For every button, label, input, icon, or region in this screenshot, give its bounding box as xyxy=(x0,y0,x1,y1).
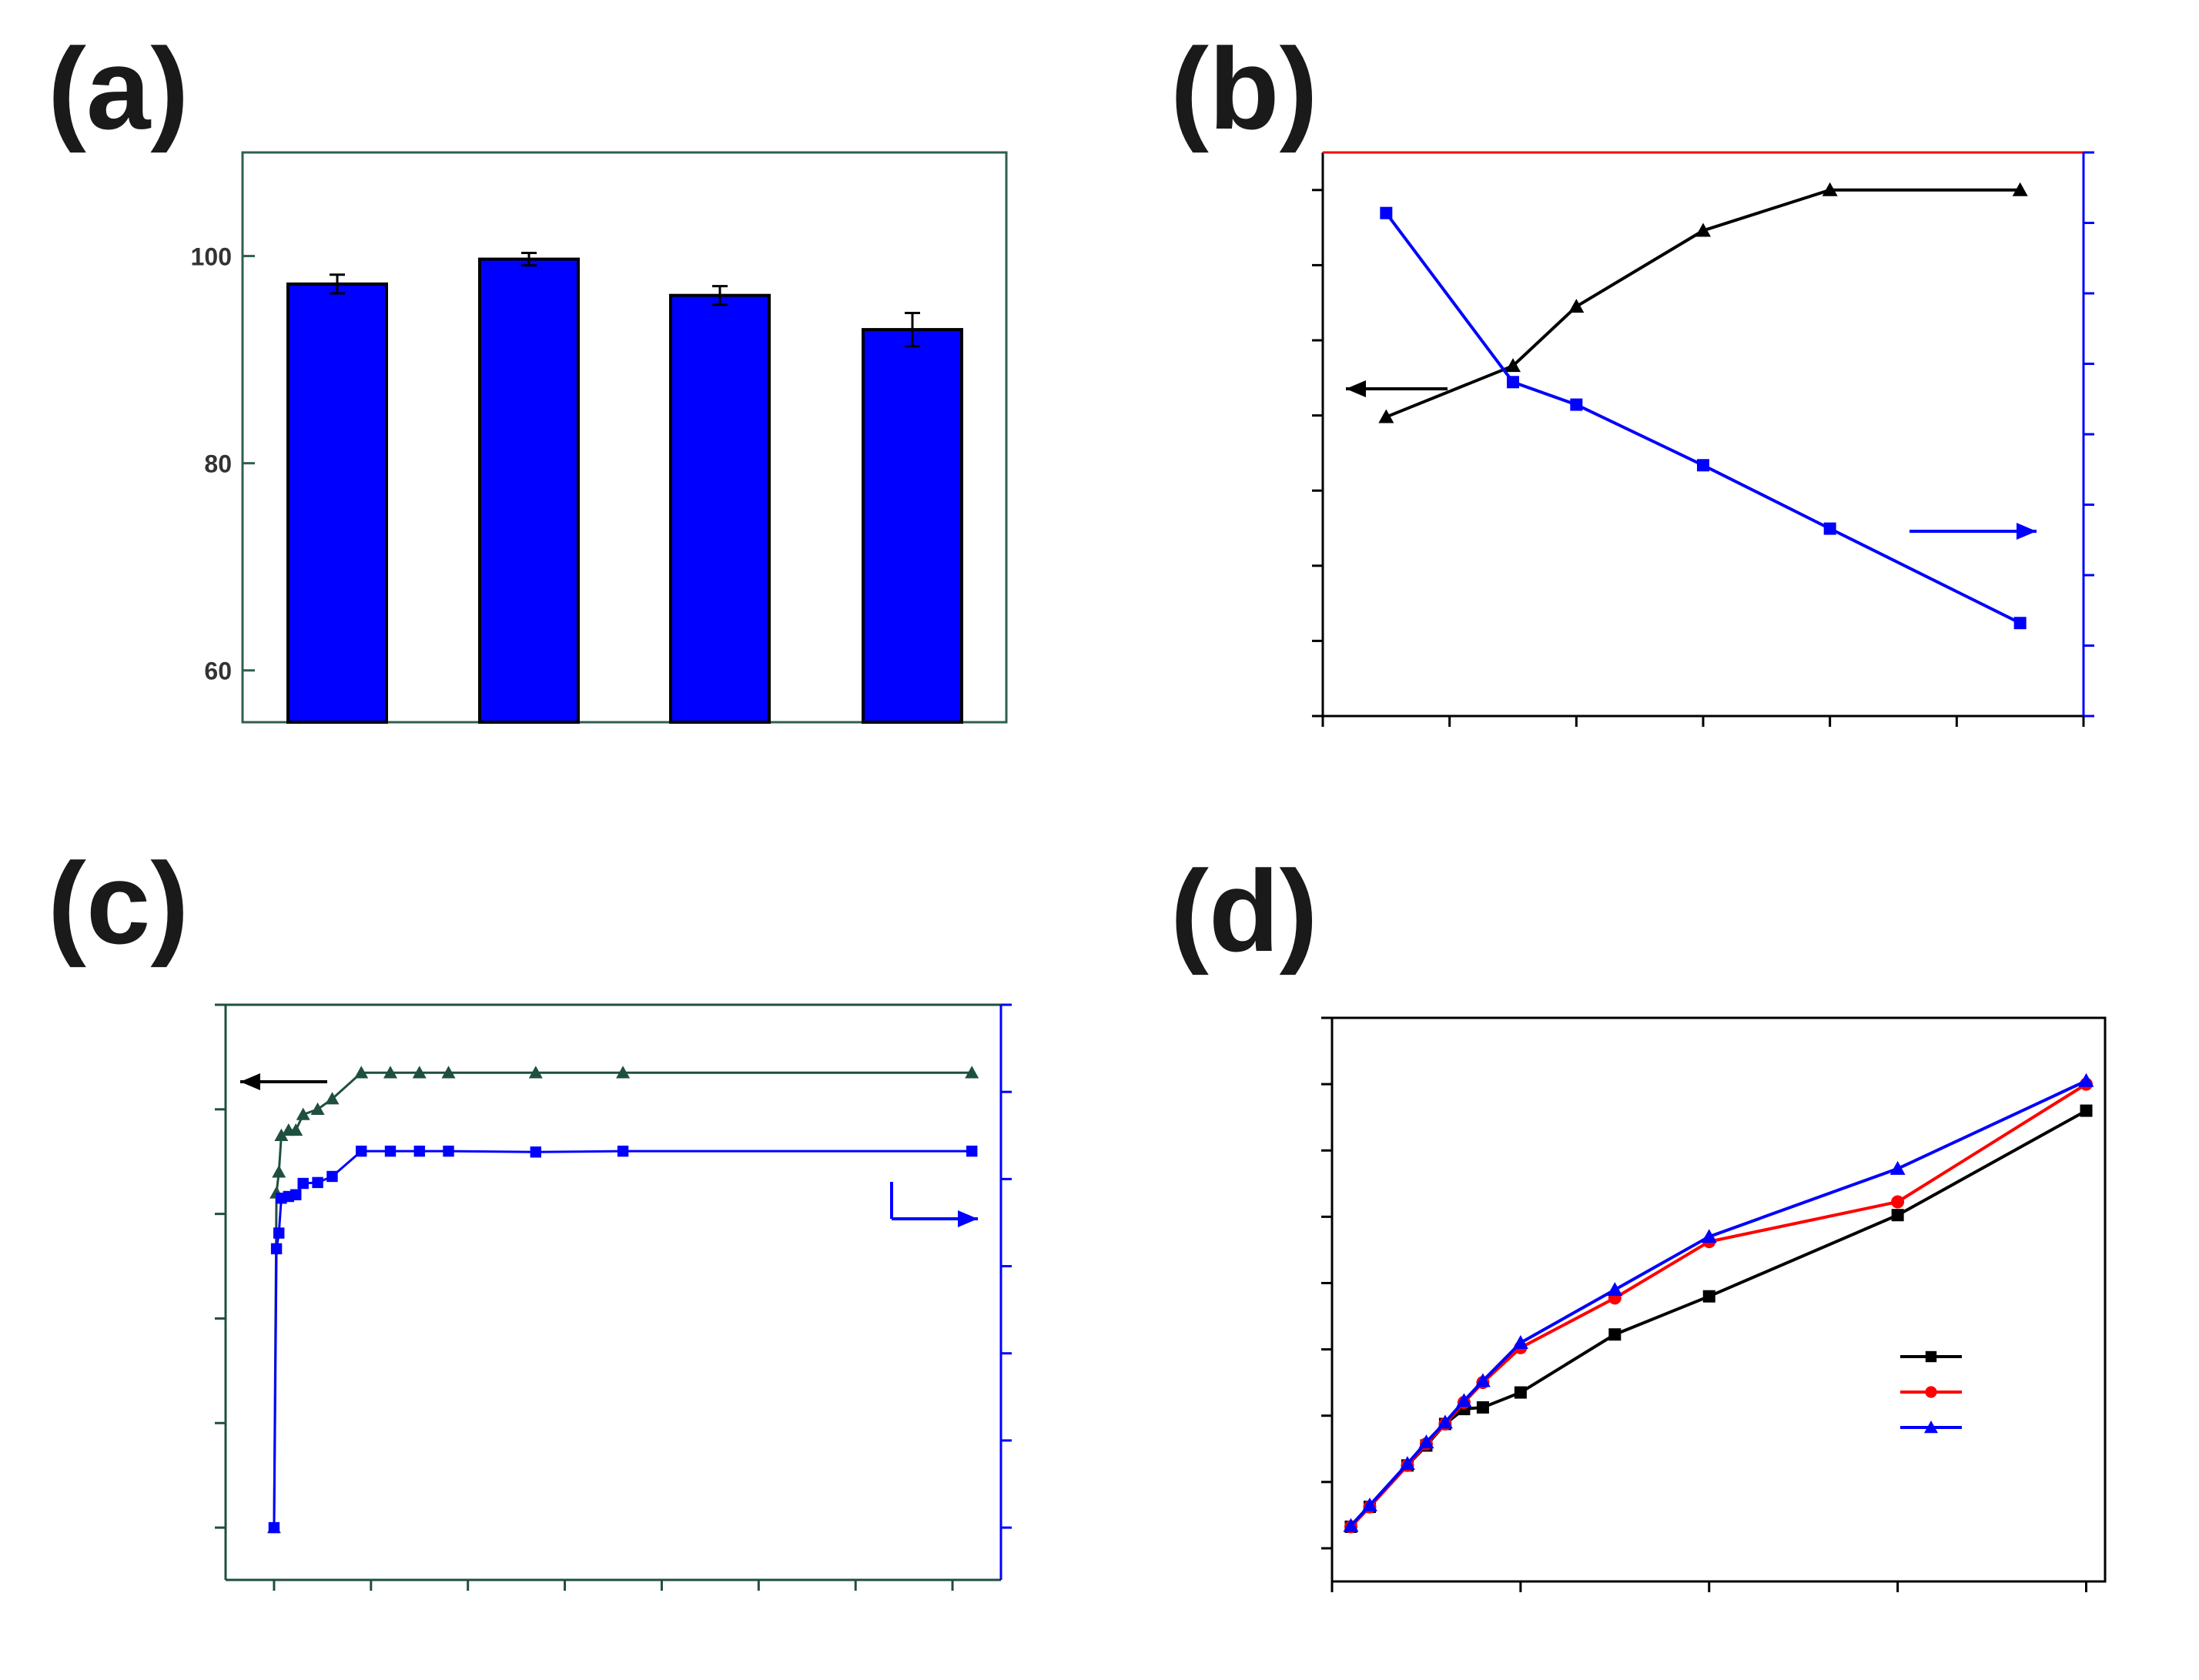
data-point-c xyxy=(441,1066,456,1079)
series-line-d xyxy=(1350,1079,2087,1528)
series-line-b xyxy=(1385,188,2020,419)
series-line-c xyxy=(273,1071,972,1528)
data-point-c xyxy=(272,1165,286,1178)
bar xyxy=(669,293,771,724)
data-point-d xyxy=(1701,1229,1717,1243)
bar xyxy=(478,257,580,724)
data-point-b xyxy=(2012,182,2028,196)
data-point-c xyxy=(270,1243,283,1255)
data-point-c xyxy=(530,1146,541,1158)
chart-d xyxy=(1321,1016,2107,1592)
data-point-c xyxy=(296,1107,310,1120)
panel-label-a: (a) xyxy=(48,24,189,153)
panel-label-c: (c) xyxy=(48,838,189,968)
data-point-c xyxy=(617,1145,629,1157)
data-point-d xyxy=(1891,1209,1904,1222)
data-point-b xyxy=(1505,358,1521,373)
data-point-c xyxy=(412,1066,427,1079)
data-point-c xyxy=(528,1066,543,1079)
data-point-c xyxy=(297,1177,309,1190)
data-point-d xyxy=(1418,1434,1434,1449)
data-point-d xyxy=(1399,1456,1415,1471)
panel-label-b: (b) xyxy=(1170,24,1318,153)
arrow-left-c-head xyxy=(240,1073,260,1090)
data-point-c xyxy=(326,1170,338,1183)
data-point-b xyxy=(1568,299,1585,313)
data-point-c xyxy=(356,1145,367,1157)
series-line-d xyxy=(1350,1083,2087,1528)
y-tick-label-a: 60 xyxy=(204,658,232,685)
chart-a: 60 80 100 xyxy=(191,151,1008,724)
data-point-d xyxy=(1456,1393,1472,1407)
arrow-right-c-head xyxy=(958,1210,978,1227)
data-point-d xyxy=(1514,1386,1527,1399)
data-point-c xyxy=(965,1066,979,1079)
data-point-c xyxy=(966,1145,978,1157)
data-point-c xyxy=(290,1189,302,1200)
data-point-d xyxy=(2078,1073,2094,1087)
y-tick-label-a: 80 xyxy=(204,450,232,478)
data-point-d xyxy=(1512,1334,1528,1349)
data-point-c xyxy=(413,1145,425,1157)
legend-marker-d xyxy=(1925,1386,1937,1398)
series-line-d xyxy=(1350,1109,2087,1528)
data-point-b xyxy=(1507,376,1519,389)
data-point-d xyxy=(1437,1414,1453,1429)
bar xyxy=(286,282,388,724)
data-point-d xyxy=(1889,1160,1906,1175)
data-point-c xyxy=(325,1092,340,1105)
chart-c xyxy=(215,1003,1012,1591)
plot-frame-d xyxy=(1330,1016,2107,1583)
data-point-d xyxy=(1608,1328,1622,1341)
data-point-c xyxy=(312,1176,323,1189)
data-point-b xyxy=(2013,617,2027,630)
legend-marker-d xyxy=(1924,1421,1938,1434)
chart-b xyxy=(1312,151,2094,727)
data-point-d xyxy=(1891,1195,1905,1209)
data-point-c xyxy=(383,1066,397,1079)
data-point-d xyxy=(1474,1373,1491,1387)
data-point-c xyxy=(289,1123,303,1136)
arrow-right-b-head xyxy=(2017,523,2037,540)
data-point-c xyxy=(268,1521,280,1534)
legend-marker-d xyxy=(1925,1350,1937,1363)
series-line-b xyxy=(1384,212,2021,625)
data-point-b xyxy=(1823,522,1836,535)
data-point-d xyxy=(1343,1518,1359,1532)
data-point-d xyxy=(1607,1282,1623,1297)
data-point-c xyxy=(354,1066,369,1079)
bar xyxy=(862,328,963,724)
data-point-c xyxy=(616,1066,631,1079)
data-point-c xyxy=(384,1145,397,1157)
y-tick-label-a: 100 xyxy=(191,243,232,271)
data-point-d xyxy=(1361,1497,1377,1511)
data-point-b xyxy=(1570,398,1583,411)
arrow-left-b-head xyxy=(1346,380,1366,397)
data-point-c xyxy=(443,1145,454,1157)
panel-label-d: (d) xyxy=(1170,846,1318,976)
data-point-c xyxy=(274,1128,289,1141)
data-point-d xyxy=(1476,1401,1489,1414)
data-point-d xyxy=(2080,1104,2093,1117)
data-point-b xyxy=(1697,459,1709,472)
data-point-b xyxy=(1380,206,1393,219)
data-point-b xyxy=(1695,223,1711,237)
data-point-c xyxy=(310,1102,325,1116)
data-point-b xyxy=(1378,409,1394,423)
data-point-c xyxy=(273,1227,285,1239)
plot-frame-a xyxy=(241,151,1008,724)
data-point-b xyxy=(1822,182,1838,196)
series-line-c xyxy=(273,1150,972,1528)
data-point-d xyxy=(1702,1290,1715,1303)
